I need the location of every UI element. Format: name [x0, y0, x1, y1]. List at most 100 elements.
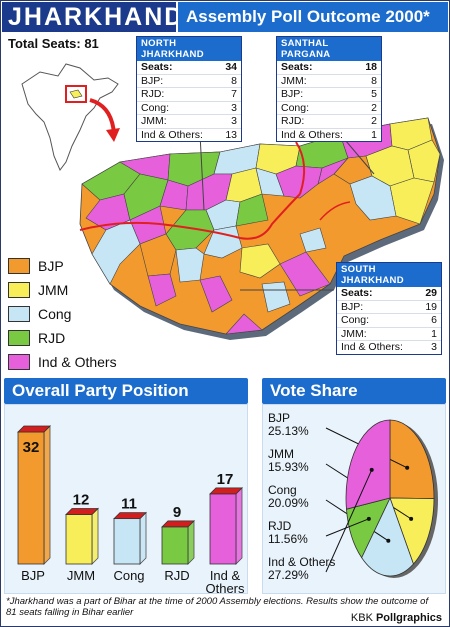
vote-share-party: Ind & Others — [268, 555, 336, 569]
pie-chart — [325, 419, 438, 578]
santhal-row-value: 2 — [371, 101, 377, 114]
page-subtitle: Assembly Poll Outcome 2000* — [178, 2, 448, 32]
north-row-value: 13 — [225, 128, 237, 141]
credit-prefix: KBK — [350, 612, 376, 624]
north-row-label: RJD: — [141, 88, 165, 100]
bar-top — [65, 508, 99, 515]
north-row: BJP: 8 — [137, 73, 241, 88]
bar-value-label: 9 — [173, 504, 181, 521]
pie-leader-dot — [369, 467, 374, 472]
bar-front — [161, 526, 189, 565]
south-row: Seats: 29 — [337, 287, 441, 300]
north-row-value: 8 — [231, 74, 237, 87]
north-leader-line — [199, 133, 205, 211]
pie-slice-cong — [361, 496, 414, 577]
north-row: RJD: 7 — [137, 87, 241, 101]
santhal-row: JMM: 8 — [277, 73, 381, 88]
legend-label: Ind & Others — [38, 354, 117, 370]
legend-item: RJD — [8, 330, 65, 346]
santhal-row: Ind & Others: 1 — [277, 127, 381, 142]
south-row-value: 1 — [431, 327, 437, 340]
vote-share-party: BJP — [268, 411, 291, 425]
legend-label: RJD — [38, 330, 66, 346]
santhal-row-label: RJD: — [281, 115, 305, 127]
bar-side — [43, 425, 51, 565]
vote-share-party: JMM — [268, 447, 294, 461]
santhal-pargana-title: SANTHAL PARGANA — [277, 37, 381, 61]
bar-bjp: 32 BJP — [17, 425, 51, 583]
constituency-patches — [81, 117, 441, 335]
bar-ind-others: 17 Ind & Others — [205, 471, 245, 594]
vote-share-percent: 27.29% — [268, 568, 309, 582]
north-row-value: 7 — [231, 88, 237, 100]
bar-category-label: Ind & Others — [205, 568, 245, 594]
north-row-label: Cong: — [141, 101, 170, 114]
legend-swatch — [8, 258, 30, 274]
south-row: JMM: 1 — [337, 326, 441, 341]
bar-chart: 32 BJP 12 JMM 11 Cong 9 RJD 17 Ind & Others — [17, 425, 245, 594]
legend-swatch — [8, 354, 30, 370]
page-title: JHARKHAND — [2, 2, 182, 32]
bar-value-label: 11 — [121, 496, 137, 513]
bar-side — [187, 519, 195, 565]
bar-category-label: JMM — [67, 568, 95, 583]
vote-share-party: RJD — [268, 519, 292, 533]
legend-label: Cong — [38, 306, 72, 322]
bar-front — [209, 493, 237, 565]
south-row: BJP: 19 — [337, 299, 441, 314]
pie-chart-title: Vote Share — [262, 378, 446, 404]
bar-side — [91, 507, 99, 565]
bar-category-label: RJD — [164, 568, 189, 583]
south-row: Cong: 6 — [337, 313, 441, 327]
vote-share-label: BJP 25.13% — [268, 412, 309, 438]
bar-top — [17, 425, 51, 433]
bar-top — [161, 520, 195, 528]
south-row-label: JMM: — [341, 327, 367, 340]
santhal-row: BJP: 5 — [277, 87, 381, 101]
legend-swatch — [8, 282, 30, 298]
legend-item: BJP — [8, 258, 64, 274]
santhal-row-label: BJP: — [281, 88, 304, 100]
legend-label: BJP — [38, 258, 64, 274]
region-border-south — [79, 193, 301, 240]
santhal-row-value: 1 — [371, 128, 377, 141]
bar-category-label: Cong — [113, 568, 144, 583]
vote-share-party: Cong — [268, 483, 297, 497]
india-inset-map — [21, 63, 119, 171]
santhal-row: RJD: 2 — [277, 114, 381, 128]
vote-share-label: RJD 11.56% — [268, 520, 308, 546]
legend-item: Ind & Others — [8, 354, 117, 370]
region-border-santhal — [295, 141, 306, 195]
bar-value-label: 32 — [23, 439, 40, 456]
bar-top — [113, 512, 147, 520]
zoom-arrow-head — [106, 128, 120, 142]
legend-swatch — [8, 306, 30, 322]
pie-leader-line — [325, 518, 370, 537]
north-jharkhand-box: NORTH JHARKHAND Seats: 34 BJP: 8 RJD: 7 Cong: 3… — [136, 36, 242, 142]
north-row-label: Seats: — [141, 61, 173, 73]
north-row-label: BJP: — [141, 74, 164, 87]
santhal-pargana-box: SANTHAL PARGANA Seats: 18 JMM: 8 BJP: 5 Cong: 2… — [276, 36, 382, 142]
north-row: Cong: 3 — [137, 100, 241, 115]
legend-item: Cong — [8, 306, 71, 322]
north-row-label: JMM: — [141, 115, 167, 127]
bar-chart-title: Overall Party Position — [4, 378, 248, 404]
legend-item: JMM — [8, 282, 68, 298]
bar-category-label: BJP — [21, 568, 45, 583]
north-row-value: 3 — [231, 101, 237, 114]
region-border-santhal-south — [319, 201, 351, 221]
bar-value-label: 12 — [73, 492, 90, 509]
north-row-label: Ind & Others: — [141, 128, 203, 141]
south-jharkhand-title: SOUTH JHARKHAND — [337, 263, 441, 287]
santhal-row-value: 18 — [365, 61, 377, 73]
vote-share-label: Ind & Others 27.29% — [268, 556, 335, 582]
bar-front — [113, 518, 141, 565]
santhal-row-value: 8 — [371, 74, 377, 87]
pie-leader-dot — [386, 538, 391, 543]
south-row-value: 19 — [425, 300, 437, 313]
north-row-value: 34 — [225, 61, 237, 73]
santhal-row: Cong: 2 — [277, 100, 381, 115]
vote-share-percent: 20.09% — [268, 496, 309, 510]
pie-slice-jmm — [389, 497, 435, 565]
vote-share-label: Cong 20.09% — [268, 484, 309, 510]
